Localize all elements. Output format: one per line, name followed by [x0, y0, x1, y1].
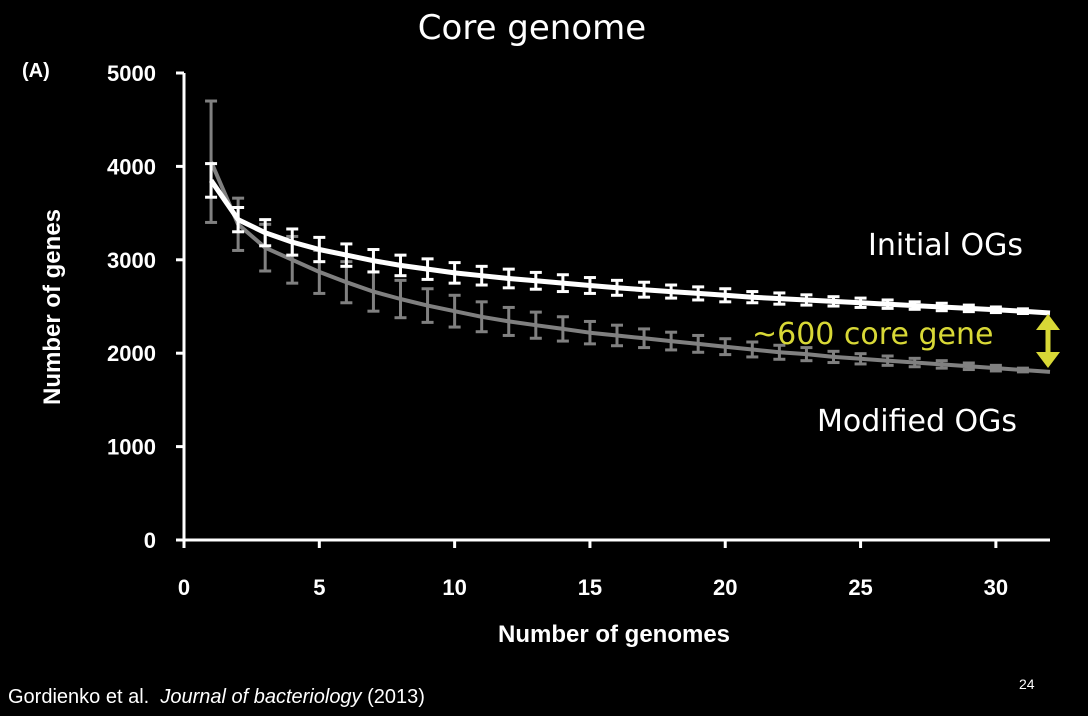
- error-bar: [475, 264, 488, 287]
- error-bar: [205, 162, 218, 199]
- error-bar: [827, 295, 840, 308]
- error-bar: [692, 285, 705, 302]
- error-bar: [908, 356, 921, 369]
- series-line: [209, 178, 1051, 316]
- y-tick-label: 0: [144, 528, 156, 553]
- error-bar: [448, 261, 461, 285]
- error-bar: [665, 330, 678, 352]
- error-bar: [665, 283, 678, 300]
- modified-ogs-annotation: Modified OGs: [817, 404, 1018, 439]
- citation-year: (2013): [367, 686, 425, 708]
- error-bar: [205, 99, 218, 224]
- x-tick-label: 15: [578, 575, 602, 600]
- x-axis-label: Number of genomes: [498, 621, 730, 648]
- series-modified-ogs: [205, 99, 1051, 374]
- error-bar: [800, 293, 813, 307]
- error-bar: [556, 273, 569, 294]
- citation-journal: Journal of bacteriology: [160, 686, 362, 708]
- error-bar: [611, 323, 623, 348]
- error-bar: [962, 303, 975, 314]
- error-bar: [773, 291, 786, 306]
- chart-series: [205, 99, 1051, 374]
- error-bar: [638, 327, 651, 350]
- error-bar: [935, 301, 948, 313]
- error-bar: [881, 298, 894, 310]
- x-tick-label: 20: [713, 575, 737, 600]
- citation: Gordienko et al. Journal of bacteriology…: [8, 686, 425, 709]
- error-bar: [746, 290, 759, 305]
- error-bar: [827, 349, 840, 365]
- y-tick-label: 1000: [107, 435, 156, 460]
- x-tick-label: 5: [313, 575, 325, 600]
- error-bar: [556, 315, 569, 343]
- panel-label: (A): [22, 60, 50, 82]
- error-bar: [611, 278, 623, 297]
- chart-axes: 0 1000 2000 3000 4000 5000 0 5 10 15 20 25 30: [107, 61, 1050, 600]
- error-bar: [529, 310, 542, 340]
- error-bar: [394, 253, 407, 278]
- error-bar: [340, 242, 353, 268]
- y-tick-label: 3000: [107, 248, 156, 273]
- error-bar: [421, 257, 434, 281]
- error-bar: [502, 267, 515, 290]
- y-tick-label: 4000: [107, 154, 156, 179]
- error-bar: [719, 287, 732, 304]
- error-bar: [692, 333, 705, 354]
- slide-title: Core genome: [417, 8, 647, 48]
- error-bar: [989, 363, 1002, 373]
- error-bar: [989, 305, 1002, 315]
- error-bar: [1016, 366, 1029, 374]
- error-bar: [881, 354, 894, 367]
- difference-arrow-icon: [1036, 314, 1060, 368]
- citation-authors: Gordienko et al.: [8, 686, 150, 708]
- x-tick-label: 30: [984, 575, 1008, 600]
- error-bar: [908, 300, 921, 311]
- error-bar: [448, 293, 461, 329]
- error-bar: [773, 343, 786, 361]
- error-bar: [475, 300, 488, 334]
- y-tick-label: 5000: [107, 61, 156, 86]
- error-bar: [367, 248, 380, 274]
- error-bar: [529, 270, 542, 291]
- error-bar: [583, 276, 596, 295]
- x-tick-label: 10: [442, 575, 466, 600]
- error-bar: [583, 319, 596, 346]
- x-tick-label: 25: [848, 575, 872, 600]
- error-bar: [259, 218, 272, 248]
- error-bar: [394, 278, 407, 320]
- x-tick-label: 0: [178, 575, 190, 600]
- error-bar: [638, 280, 651, 299]
- error-bar: [719, 337, 732, 357]
- series-line: [209, 160, 1051, 374]
- error-bar: [313, 235, 326, 264]
- error-bar: [502, 305, 515, 337]
- core-gene-difference-annotation: ~600 core gene: [752, 317, 994, 352]
- error-bar: [746, 340, 759, 359]
- error-bar: [232, 205, 245, 234]
- error-bar: [1016, 307, 1029, 316]
- error-bar: [854, 352, 867, 366]
- series-initial-ogs: [205, 162, 1051, 316]
- y-tick-label: 2000: [107, 341, 156, 366]
- slide-number: 24: [1019, 676, 1035, 692]
- error-bar: [854, 296, 867, 309]
- initial-ogs-annotation: Initial OGs: [868, 228, 1024, 263]
- error-bar: [421, 287, 434, 324]
- error-bar: [935, 359, 948, 370]
- error-bar: [962, 361, 975, 372]
- error-bar: [800, 346, 813, 363]
- error-bar: [286, 227, 299, 257]
- y-axis-label: Number of genes: [39, 209, 66, 405]
